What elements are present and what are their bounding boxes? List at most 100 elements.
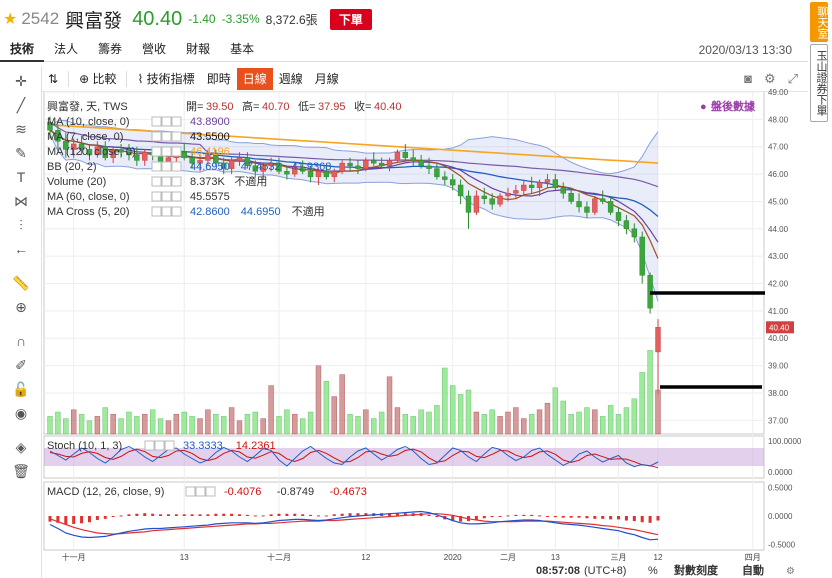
macd-histogram-bar [190, 514, 194, 516]
clock-time: 08:57:08 [536, 565, 580, 577]
candle-body [600, 198, 606, 202]
pattern-tool-icon[interactable]: ⋈ [14, 193, 28, 209]
fib-tool-icon[interactable]: ≋ [15, 121, 27, 137]
layers-icon[interactable]: ◈ [15, 439, 27, 455]
brush-icon[interactable]: ✎ [15, 145, 27, 161]
candle-body [386, 160, 393, 167]
candle [244, 152, 251, 169]
quote-datetime: 2020/03/13 13:30 [698, 42, 792, 57]
candle [615, 206, 622, 227]
macd-histogram-bar [103, 516, 107, 519]
volume-bar [276, 416, 282, 435]
monthly-button[interactable]: 月線 [314, 71, 339, 86]
tab-revenue[interactable]: 營收 [142, 41, 167, 56]
tab-institutional[interactable]: 法人 [54, 41, 79, 56]
eye-icon[interactable]: ◉ [14, 405, 28, 421]
legend-row-label: Volume (20) [47, 176, 106, 188]
lock-icon[interactable]: 🔓 [12, 381, 30, 397]
camera-icon[interactable]: ◙ [744, 70, 752, 86]
legend-control-icon [171, 131, 182, 142]
macd-histogram-bar [617, 516, 621, 520]
stoch-d-line [49, 448, 659, 469]
broker-order-button[interactable]: 玉山證券下單 [810, 44, 828, 122]
candle-body [205, 154, 211, 161]
candle [197, 154, 203, 172]
candle [465, 190, 472, 229]
candle [70, 138, 77, 158]
tab-basic[interactable]: 基本 [230, 41, 255, 56]
price-tick-label: 38.00 [768, 389, 789, 398]
candle-body [307, 171, 314, 178]
legend-row-label: MA Cross (5, 20) [47, 206, 130, 218]
candle [394, 149, 401, 164]
candle [600, 190, 606, 205]
candle [189, 152, 195, 169]
weekly-button[interactable]: 週線 [278, 71, 303, 86]
legend-row: MA (10, close, 0) 43.8900 [47, 116, 230, 128]
bollinger-band [49, 119, 659, 302]
candle-body [331, 171, 337, 178]
tab-technical[interactable]: 技術 [0, 38, 45, 62]
auto-scale-toggle: 自動 [742, 563, 764, 577]
pencil-lock-icon[interactable]: ✐ [15, 357, 27, 373]
candle-body [584, 206, 590, 213]
candle-body [70, 143, 77, 150]
volume-bar [639, 372, 645, 435]
back-arrow-icon[interactable]: ← [14, 241, 28, 257]
projection-tool-icon[interactable]: ⫶ [19, 217, 23, 233]
indicators-button[interactable]: ⌇ 技術指標 [131, 68, 200, 90]
after-hours-label: 盤後數據 [710, 99, 756, 113]
volume-bar [371, 418, 377, 435]
trend-line-icon[interactable]: ╱ [16, 97, 26, 113]
volume-bar [615, 413, 622, 435]
magnet-icon[interactable]: ∩ [15, 333, 27, 349]
macd-histogram-bar [530, 514, 534, 516]
crosshair-icon[interactable]: ✛ [15, 73, 27, 89]
ruler-icon[interactable]: 📏 [12, 275, 30, 291]
candle-body [497, 195, 503, 205]
annotations [650, 291, 765, 389]
volume-bar [402, 413, 409, 435]
volume-bar [623, 407, 630, 435]
volume-bar [450, 385, 456, 435]
macd-histogram-bar [214, 513, 218, 516]
daily-button[interactable]: 日線 [236, 67, 273, 90]
candle-body [489, 198, 495, 205]
candle-body [244, 157, 251, 167]
candle-body [315, 171, 322, 178]
price-tick-label: 39.00 [768, 362, 789, 371]
settings-gear-icon[interactable]: ⚙ [763, 70, 776, 86]
percent-toggle: % [648, 565, 658, 577]
legend-row: MA (7, close, 0) 43.5500 [47, 131, 230, 143]
symbol-compare-icon[interactable]: ⇅ [48, 71, 59, 86]
volume-bar [339, 374, 345, 435]
zoom-in-icon[interactable]: ⊕ [15, 299, 27, 315]
candle [292, 163, 298, 177]
candle [434, 163, 440, 180]
intraday-button[interactable]: 即時 [206, 71, 231, 86]
candle-body [347, 162, 353, 167]
candle [410, 149, 416, 166]
macd-line [49, 510, 659, 541]
volume-bar [323, 380, 330, 435]
text-tool-icon[interactable]: T [16, 169, 26, 185]
legend-row-value: 41.9368 [292, 161, 332, 173]
legend-row-label: BB (20, 2) [47, 161, 97, 173]
macd-histogram-bar [127, 514, 131, 516]
order-button[interactable]: 下單 [329, 8, 372, 30]
fullscreen-icon[interactable]: ⤢ [787, 70, 798, 86]
legend-row: BB (20, 2) 44.6950 47.4532 41.9368 [47, 161, 331, 173]
tab-financials[interactable]: 財報 [186, 41, 211, 56]
tab-margin[interactable]: 籌券 [98, 41, 123, 56]
legend-row-value: 不適用 [292, 204, 325, 218]
legend-ohlc-label: 高= [242, 99, 259, 113]
favorite-star-icon[interactable]: ★ [3, 11, 18, 28]
compare-button[interactable]: ⊕ 比較 [73, 68, 122, 90]
trash-icon[interactable]: 🗑 [12, 463, 30, 479]
stoch-tick-label: 100.0000 [768, 437, 802, 446]
candle [623, 215, 630, 235]
chatroom-button[interactable]: 聊天室 [810, 2, 828, 42]
price-change-pct: -3.35% [221, 12, 260, 26]
macd-histogram-bar [561, 516, 565, 518]
